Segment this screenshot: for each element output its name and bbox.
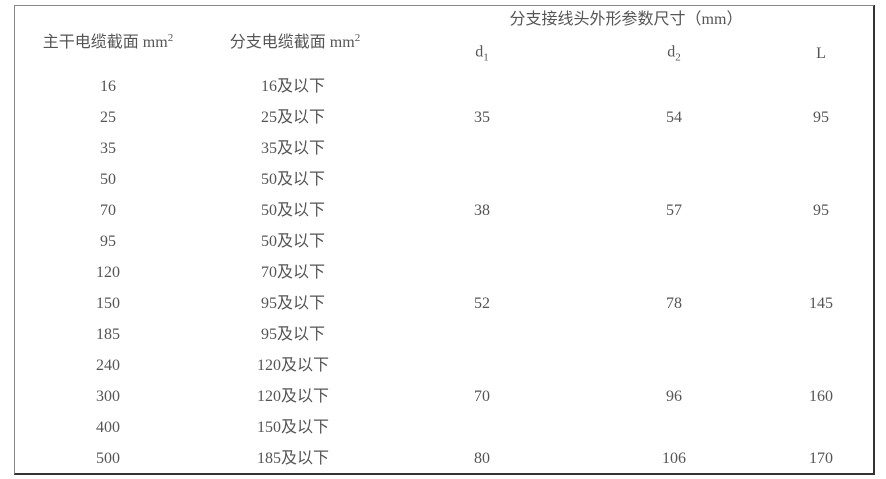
main-cable-cell: 300 [96, 388, 120, 405]
main-cable-cell: 240 [96, 357, 120, 374]
d1-cell: 52 [474, 295, 490, 312]
header-branch-cable: 分支电缆截面 mm2 [229, 32, 361, 51]
branch-cable-cell: 150及以下 [256, 419, 330, 436]
branch-cable-cell: 70及以下 [260, 264, 326, 281]
d1-cell: 35 [474, 109, 490, 126]
d1-cell: 80 [474, 450, 490, 467]
branch-cable-cell: 50及以下 [260, 202, 326, 219]
main-cable-cell: 400 [96, 419, 120, 436]
branch-cable-cell: 50及以下 [260, 233, 326, 250]
L-cell: 95 [813, 202, 829, 219]
branch-cable-cell: 25及以下 [260, 109, 326, 126]
header-d2: d2 [667, 43, 681, 64]
main-cable-cell: 35 [100, 140, 116, 157]
main-cable-cell: 500 [96, 450, 120, 467]
header-L: L [816, 45, 826, 62]
main-cable-cell: 70 [100, 202, 116, 219]
main-cable-cell: 50 [100, 171, 116, 188]
L-cell: 170 [809, 450, 833, 467]
main-cable-cell: 120 [96, 264, 120, 281]
d1-cell: 70 [474, 388, 490, 405]
header-connector-dims: 分支接线头外形参数尺寸（mm） [509, 11, 743, 28]
header-main-cable: 主干电缆截面 mm2 [42, 32, 174, 51]
L-cell: 95 [813, 109, 829, 126]
L-cell: 145 [809, 295, 833, 312]
d2-cell: 106 [662, 450, 686, 467]
branch-cable-cell: 120及以下 [256, 388, 330, 405]
main-cable-cell: 16 [100, 78, 116, 95]
d1-cell: 38 [474, 202, 490, 219]
branch-cable-cell: 95及以下 [260, 326, 326, 343]
branch-cable-cell: 50及以下 [260, 171, 326, 188]
branch-cable-cell: 35及以下 [260, 140, 326, 157]
d2-cell: 96 [666, 388, 682, 405]
main-cable-cell: 150 [96, 295, 120, 312]
header-d1: d1 [475, 43, 489, 64]
branch-cable-cell: 185及以下 [256, 450, 330, 467]
branch-cable-cell: 120及以下 [256, 357, 330, 374]
main-cable-cell: 185 [96, 326, 120, 343]
d2-cell: 54 [666, 109, 682, 126]
branch-cable-cell: 95及以下 [260, 295, 326, 312]
table-frame [14, 5, 875, 475]
L-cell: 160 [809, 388, 833, 405]
branch-cable-cell: 16及以下 [260, 78, 326, 95]
d2-cell: 57 [666, 202, 682, 219]
main-cable-cell: 25 [100, 109, 116, 126]
main-cable-cell: 95 [100, 233, 116, 250]
d2-cell: 78 [666, 295, 682, 312]
